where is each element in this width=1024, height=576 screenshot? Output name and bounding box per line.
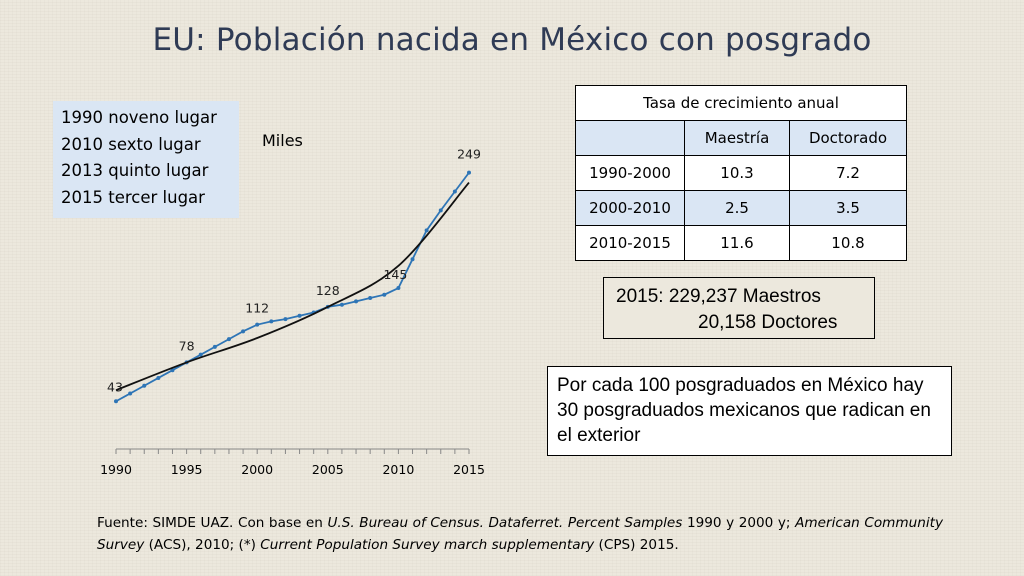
series-point (382, 292, 387, 297)
series-point (142, 383, 147, 388)
ranking-item: 2015 tercer lugar (61, 187, 205, 207)
data-label: 43 (107, 379, 123, 394)
series-point (410, 257, 415, 262)
series-point (241, 329, 246, 334)
table-cell-period: 2010-2015 (575, 225, 685, 261)
table-cell-maestria: 11.6 (684, 225, 790, 261)
series-point (255, 322, 260, 327)
table-caption: Tasa de crecimiento anual (575, 85, 907, 121)
source-text: (ACS), 2010; (*) (144, 537, 261, 553)
series-point (156, 375, 161, 380)
series-point (128, 391, 133, 396)
ranking-item: 2013 quinto lugar (61, 161, 209, 180)
ranking-item: 1990 noveno lugar (61, 108, 217, 127)
source-note: Fuente: SIMDE UAZ. Con base en U.S. Bure… (97, 512, 943, 556)
series-point (226, 337, 231, 342)
totals-doctores: 20,158 Doctores (698, 312, 838, 333)
series-point (424, 228, 429, 233)
table-header-empty (575, 120, 685, 156)
series-point (212, 344, 217, 349)
slide-title: EU: Población nacida en México con posgr… (152, 22, 872, 58)
series-point (396, 286, 401, 291)
source-italic: American Community Survey (97, 515, 944, 553)
table-cell-doctorado: 10.8 (789, 225, 907, 261)
source-italic: Current Population Survey march suppleme… (260, 537, 595, 553)
source-text: Fuente: SIMDE UAZ. Con base en (97, 515, 328, 531)
table-row: 2000-2010 2.5 3.5 (575, 190, 907, 226)
note-box: Por cada 100 posgraduados en México hay … (547, 366, 952, 456)
series-point (297, 313, 302, 318)
series-point (269, 319, 274, 324)
table-cell-maestria: 10.3 (684, 155, 790, 191)
series-point (467, 170, 471, 175)
units-label: Miles (262, 131, 303, 150)
data-label: 78 (179, 338, 195, 353)
series-point (170, 368, 175, 373)
series-point (198, 352, 203, 357)
table-cell-doctorado: 7.2 (789, 155, 907, 191)
source-italic: U.S. Bureau of Census. Dataferret. Perce… (327, 515, 683, 531)
growth-rate-table: Tasa de crecimiento anual Maestría Docto… (575, 85, 907, 261)
table-cell-maestria: 2.5 (684, 190, 790, 226)
series-point (354, 299, 359, 304)
x-tick-label: 1995 (171, 462, 203, 477)
series-point (283, 317, 288, 322)
ranking-box: 1990 noveno lugar 2010 sexto lugar 2013 … (53, 101, 239, 218)
table-row: 2010-2015 11.6 10.8 (575, 225, 907, 261)
x-tick-label: 2010 (382, 462, 414, 477)
table-cell-period: 1990-2000 (575, 155, 685, 191)
series-line (115, 172, 470, 403)
table-cell-doctorado: 3.5 (789, 190, 907, 226)
x-tick-label: 2015 (453, 462, 485, 477)
series-point (368, 296, 373, 301)
source-text: 1990 y 2000 y; (682, 515, 796, 531)
table-header-maestria: Maestría (684, 120, 790, 156)
trend-line (115, 182, 470, 392)
series-point (452, 189, 457, 194)
x-tick-label: 2005 (312, 462, 344, 477)
table-header-doctorado: Doctorado (789, 120, 907, 156)
table-cell-period: 2000-2010 (575, 190, 685, 226)
data-label: 249 (457, 147, 481, 162)
x-tick-label: 2000 (241, 462, 273, 477)
ranking-item: 2010 sexto lugar (61, 134, 201, 154)
series-point (114, 399, 118, 404)
source-text: (CPS) 2015. (594, 537, 679, 553)
series-point (339, 302, 344, 307)
x-tick-label: 1990 (100, 462, 132, 477)
table-row: 1990-2000 10.3 7.2 (575, 155, 907, 191)
data-label: 145 (383, 267, 407, 282)
totals-maestros: 2015: 229,237 Maestros (616, 286, 821, 307)
series-point (438, 208, 443, 213)
totals-box: 2015: 229,237 Maestros 20,158 Doctores (603, 277, 875, 339)
data-label: 128 (316, 283, 340, 298)
data-label: 112 (245, 301, 269, 316)
